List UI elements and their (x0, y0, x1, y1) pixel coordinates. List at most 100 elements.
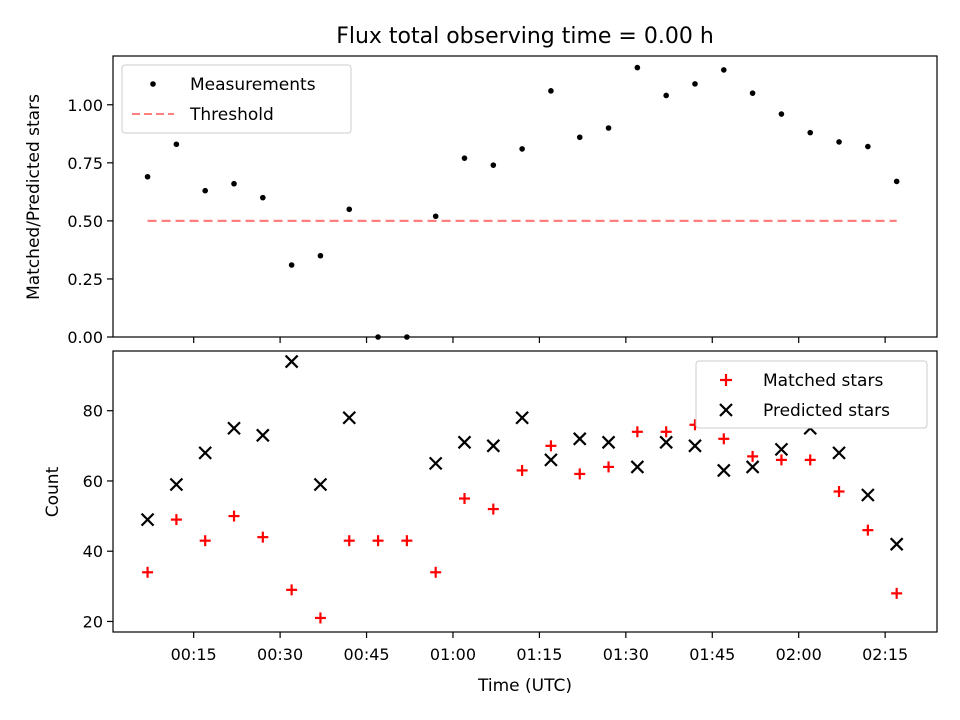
measurement-point (663, 92, 669, 99)
top-legend-box (121, 64, 352, 134)
top-ytick-label-4: 1.00 (67, 96, 103, 115)
matched-star-point (257, 531, 269, 543)
matched-star-point (142, 566, 154, 578)
predicted-star-point (630, 460, 645, 474)
bottom-legend: Matched stars Predicted stars (695, 360, 928, 429)
measurement-point (605, 125, 612, 131)
predicted-star-point (861, 488, 875, 502)
matched-star-point (603, 461, 615, 473)
matched-star-point (286, 584, 298, 596)
bottom-xtick-label-0: 00:15 (171, 645, 217, 664)
matched-star-point (430, 566, 442, 578)
measurement-point (432, 213, 439, 220)
top-data-marks (144, 64, 900, 340)
predicted-star-point (140, 512, 155, 527)
matched-star-point (891, 587, 903, 599)
predicted-star-point (198, 446, 212, 460)
top-ylabel: Matched/Predicted stars (24, 94, 44, 300)
predicted-star-point (457, 435, 472, 450)
measurement-point (720, 67, 727, 73)
matched-star-point (804, 454, 816, 466)
matched-star-point (372, 535, 384, 547)
bottom-x-ticks: 00:15 00:30 00:45 01:00 01:15 01:30 01:45 02:00… (171, 632, 908, 664)
legend-matched-label: Matched stars (763, 371, 883, 391)
matched-star-point (660, 426, 672, 438)
matched-star-point (228, 510, 240, 522)
legend-predicted-label: Predicted stars (763, 401, 890, 421)
legend-matched-marker (720, 374, 732, 386)
top-plot-frame (112, 55, 938, 338)
measurement-point (836, 139, 842, 145)
bottom-ytick-label-1: 40 (83, 542, 103, 561)
measurement-point (202, 187, 208, 194)
measurement-point (375, 334, 381, 340)
bottom-xlabel: Time (UTC) (477, 676, 572, 696)
bottom-xtick-label-8: 02:15 (862, 645, 908, 664)
top-y-ticks: 0.00 0.25 0.50 0.75 1.00 (67, 96, 113, 347)
bottom-ytick-label-3: 80 (83, 402, 103, 421)
predicted-star-point (428, 456, 443, 471)
top-ytick-label-2: 0.50 (67, 212, 103, 231)
bottom-xtick-label-5: 01:30 (603, 645, 649, 664)
measurement-point (288, 262, 295, 268)
measurement-point (231, 180, 237, 187)
predicted-star-point (256, 428, 270, 443)
matched-star-point (343, 535, 355, 547)
predicted-star-point (515, 410, 529, 425)
matched-star-point (718, 433, 730, 445)
predicted-star-point (572, 432, 587, 446)
predicted-star-point (486, 439, 501, 453)
measurement-point (260, 194, 266, 201)
legend-threshold-label: Threshold (189, 105, 274, 125)
measurement-point (548, 88, 554, 94)
predicted-star-point (659, 435, 673, 450)
matched-star-point (516, 464, 528, 476)
bottom-xtick-label-1: 00:30 (257, 645, 303, 664)
predicted-star-point (717, 463, 731, 478)
measurement-point (346, 206, 353, 213)
predicted-star-point (889, 537, 904, 551)
predicted-star-point (745, 460, 760, 474)
predicted-star-point (227, 421, 241, 436)
matched-star-point (545, 440, 557, 452)
bottom-legend-box (695, 360, 928, 429)
measurement-point (807, 129, 814, 136)
predicted-star-point (313, 477, 328, 492)
bottom-xtick-label-3: 01:00 (430, 645, 476, 664)
measurement-point (576, 134, 583, 141)
predicted-star-point (774, 442, 789, 457)
predicted-star-point (284, 354, 299, 369)
bottom-xtick-label-6: 01:45 (689, 645, 735, 664)
top-panel: 0.00 0.25 0.50 0.75 1.00 Matched/Predicted s… (24, 55, 938, 347)
bottom-xtick-label-2: 00:45 (343, 645, 389, 664)
predicted-star-point (601, 435, 616, 450)
measurement-point (519, 146, 525, 152)
matched-star-point (170, 514, 182, 526)
predicted-star-point (832, 446, 846, 460)
predicted-star-point (544, 453, 558, 467)
top-ytick-label-3: 0.75 (67, 154, 103, 173)
bottom-data-marks (140, 354, 904, 624)
matched-star-point (747, 450, 759, 462)
top-ytick-label-1: 0.25 (67, 270, 103, 289)
measurement-point (490, 162, 497, 168)
matched-star-point (574, 468, 586, 480)
measurement-point (893, 178, 900, 185)
matched-star-point (631, 426, 643, 438)
top-ytick-label-0: 0.00 (67, 328, 103, 347)
top-legend: Measurements Threshold (121, 64, 352, 134)
bottom-xtick-label-7: 02:00 (776, 645, 822, 664)
measurement-point (404, 334, 410, 340)
chart-title: Flux total observing time = 0.00 h (336, 24, 714, 49)
bottom-ylabel: Count (43, 466, 63, 517)
matched-star-point (487, 503, 499, 515)
measurement-point (461, 155, 468, 161)
matched-star-point (401, 535, 413, 547)
bottom-ytick-label-2: 60 (83, 472, 103, 491)
measurement-point (173, 141, 180, 148)
matched-star-point (458, 493, 470, 505)
matched-star-point (833, 486, 845, 497)
bottom-y-ticks: 20 40 60 80 (83, 402, 113, 631)
